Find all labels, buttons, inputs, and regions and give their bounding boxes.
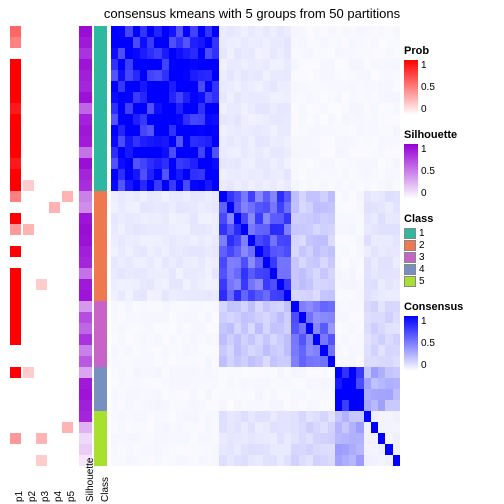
plot-title: consensus kmeans with 5 groups from 50 p… <box>0 6 504 21</box>
annot-col-p1 <box>10 26 21 466</box>
x-label-Silhouette: Silhouette <box>85 458 96 502</box>
annot-col-class <box>94 26 107 466</box>
consensus-heatmap <box>111 26 400 466</box>
legends-panel: Prob 10.50 Silhouette 10.50 Class 12345 … <box>404 45 500 385</box>
legend-prob: Prob 10.50 <box>404 45 500 115</box>
annot-col-p5 <box>62 26 73 466</box>
x-label-Class: Class <box>100 477 111 502</box>
legend-consensus: Consensus 10.50 <box>404 301 500 371</box>
x-label-p2: p2 <box>27 491 38 502</box>
x-label-p3: p3 <box>40 491 51 502</box>
class-legend-item-2: 2 <box>404 240 500 251</box>
annotation-columns <box>10 26 107 466</box>
class-legend-item-1: 1 <box>404 228 500 239</box>
class-legend-item-4: 4 <box>404 264 500 275</box>
legend-class: Class 12345 <box>404 213 500 287</box>
x-label-p1: p1 <box>14 491 25 502</box>
class-legend-item-5: 5 <box>404 276 500 287</box>
class-legend-item-3: 3 <box>404 252 500 263</box>
prob-gradient-bar <box>404 60 418 115</box>
annot-col-p3 <box>36 26 47 466</box>
silhouette-gradient-bar <box>404 144 418 199</box>
x-label-p4: p4 <box>53 491 64 502</box>
annot-col-p4 <box>49 26 60 466</box>
annot-col-silhouette <box>79 26 92 466</box>
consensus-gradient-bar <box>404 316 418 371</box>
annot-col-p2 <box>23 26 34 466</box>
x-label-p5: p5 <box>66 491 77 502</box>
legend-silhouette: Silhouette 10.50 <box>404 129 500 199</box>
plot-area <box>10 26 400 466</box>
